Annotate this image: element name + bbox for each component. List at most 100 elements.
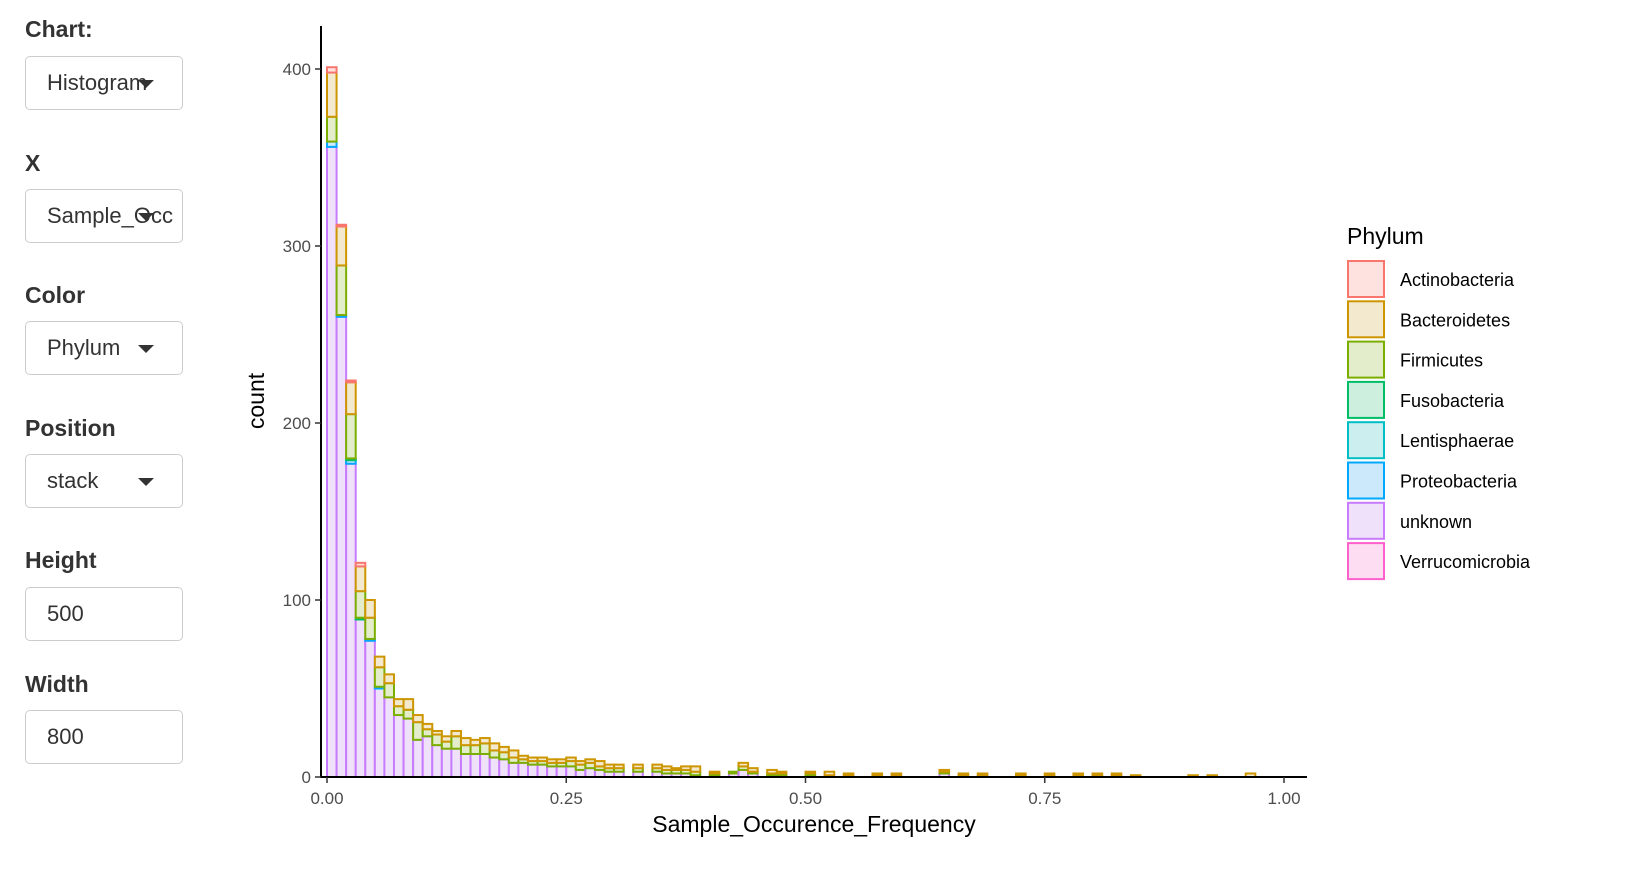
histogram-bar-unknown — [326, 145, 338, 778]
histogram-bar-bacteroidetes — [603, 763, 616, 770]
histogram-bar-unknown — [354, 618, 367, 778]
histogram-bar-actinobacteria — [345, 379, 357, 384]
histogram-bar-bacteroidetes — [680, 765, 692, 771]
histogram-bar-bacteroidetes — [574, 760, 587, 766]
histogram-bar-unknown — [402, 717, 415, 779]
histogram-bar-unknown — [517, 761, 529, 779]
histogram-bar-bacteroidetes — [957, 772, 970, 777]
histogram-bar-bacteroidetes — [412, 714, 424, 724]
histogram-bar-bacteroidetes — [584, 758, 596, 764]
histogram-bar-unknown — [565, 765, 577, 779]
legend-label-lentisphaerae: Lentisphaerae — [1400, 431, 1514, 451]
histogram-bar-unknown — [488, 756, 501, 779]
histogram-bar-bacteroidetes — [555, 758, 568, 764]
y-axis-title: count — [243, 372, 269, 429]
histogram-bar-bacteroidetes — [1091, 772, 1104, 777]
control-sidebar: Chart: Histogram X Sample_Occ Color Phyl… — [0, 0, 220, 894]
histogram-bar-bacteroidetes — [766, 768, 778, 775]
histogram-bar-bacteroidetes — [326, 71, 338, 118]
histogram-bars — [326, 66, 1257, 779]
chart-type-value: Histogram — [47, 70, 148, 95]
histogram-bar-unknown — [526, 763, 539, 778]
histogram-bar-unknown — [479, 752, 491, 778]
histogram-bar-unknown — [450, 747, 462, 778]
histogram-bar-unknown — [364, 639, 376, 779]
height-input[interactable]: 500 — [25, 587, 183, 641]
histogram-bar-bacteroidetes — [689, 765, 702, 773]
histogram-bar-firmicutes — [364, 616, 376, 640]
legend-title: Phylum — [1347, 223, 1424, 249]
histogram-bar-unknown — [459, 752, 472, 778]
color-variable-value: Phylum — [47, 335, 121, 360]
histogram-bar-actinobacteria — [354, 561, 367, 568]
histogram-bar-unknown — [421, 735, 434, 778]
histogram-bar-bacteroidetes — [450, 729, 462, 738]
histogram-bar-unknown — [507, 761, 520, 779]
histogram-bar-firmicutes — [335, 264, 348, 317]
position-value: stack — [47, 468, 99, 493]
histogram-bar-unknown — [335, 315, 348, 778]
histogram-bar-bacteroidetes — [651, 763, 663, 770]
chevron-down-icon — [138, 213, 154, 221]
histogram-bar-unknown — [392, 714, 405, 778]
x-tick-label: 0.50 — [789, 789, 822, 808]
histogram-bar-bacteroidetes — [842, 772, 855, 777]
histogram-bar-bacteroidetes — [421, 722, 434, 731]
legend-label-actinobacteria: Actinobacteria — [1400, 270, 1515, 290]
histogram-bar-firmicutes — [373, 666, 386, 688]
x-tick-label: 1.00 — [1267, 789, 1300, 808]
histogram-bar-bacteroidetes — [459, 737, 472, 747]
histogram-bar-bacteroidetes — [431, 729, 443, 736]
width-input[interactable]: 800 — [25, 710, 183, 764]
histogram-bar-actinobacteria — [326, 66, 338, 74]
x-variable-select[interactable]: Sample_Occ — [25, 189, 183, 243]
histogram-bar-bacteroidetes — [938, 768, 951, 773]
legend-label-firmicutes: Firmicutes — [1400, 351, 1483, 371]
height-value: 500 — [47, 601, 84, 626]
histogram-bar-unknown — [412, 738, 424, 779]
color-label: Color — [25, 282, 86, 308]
histogram-bar-bacteroidetes — [536, 756, 549, 763]
y-tick-label: 100 — [283, 591, 311, 610]
x-tick-label: 0.00 — [310, 789, 343, 808]
histogram-bar-firmicutes — [479, 742, 491, 755]
histogram-bar-bacteroidetes — [335, 225, 348, 267]
color-variable-select[interactable]: Phylum — [25, 321, 183, 375]
width-value: 800 — [47, 724, 84, 749]
histogram-bar-bacteroidetes — [526, 756, 539, 763]
histogram-bar-firmicutes — [450, 735, 462, 750]
legend-swatch-actinobacteria — [1347, 260, 1385, 298]
legend-label-fusobacteria: Fusobacteria — [1400, 391, 1505, 411]
y-tick-label: 0 — [302, 768, 311, 787]
chevron-down-icon — [138, 345, 154, 353]
histogram-bar-bacteroidetes — [546, 758, 558, 764]
histogram-bar-firmicutes — [345, 413, 357, 460]
chart-label: Chart: — [25, 16, 93, 42]
histogram-bar-bacteroidetes — [354, 565, 367, 593]
position-select[interactable]: stack — [25, 454, 183, 508]
chart-type-select[interactable]: Histogram — [25, 56, 183, 110]
histogram-bar-bacteroidetes — [1072, 772, 1085, 777]
histogram-bar-unknown — [373, 687, 386, 778]
histogram-bar-bacteroidetes — [660, 765, 673, 771]
histogram-bar-firmicutes — [498, 751, 510, 761]
legend-label-proteobacteria: Proteobacteria — [1400, 472, 1518, 492]
histogram-bar-bacteroidetes — [392, 698, 405, 708]
histogram-bar-bacteroidetes — [632, 763, 644, 770]
histogram-bar-bacteroidetes — [488, 742, 501, 752]
histogram-bar-unknown — [593, 768, 606, 778]
histogram-bar-bacteroidetes — [1110, 772, 1123, 777]
legend-label-bacteroidetes: Bacteroidetes — [1400, 310, 1510, 330]
histogram-bar-bacteroidetes — [469, 738, 482, 747]
histogram-bar-unknown — [345, 462, 357, 778]
histogram-bar-bacteroidetes — [440, 735, 453, 743]
histogram-bar-unknown — [440, 747, 453, 778]
y-tick-label: 300 — [283, 237, 311, 256]
histogram-bar-bacteroidetes — [890, 772, 903, 777]
histogram-bar-bacteroidetes — [373, 655, 386, 669]
histogram-bar-bacteroidetes — [747, 767, 759, 773]
legend-swatch-fusobacteria — [1347, 380, 1385, 419]
histogram-bar-unknown — [498, 758, 510, 778]
legend-swatch-lentisphaerae — [1347, 421, 1385, 460]
